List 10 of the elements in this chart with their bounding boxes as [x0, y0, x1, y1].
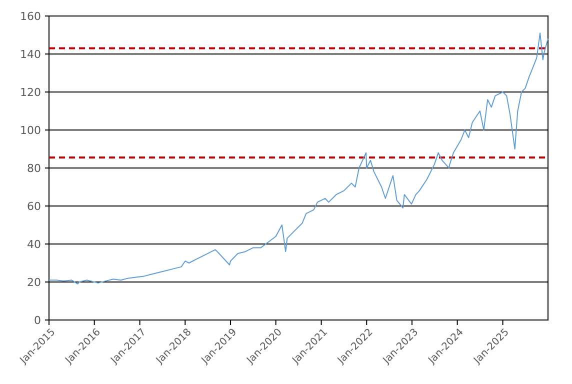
y-tick-label: 40	[27, 238, 41, 251]
y-tick-label: 140	[20, 48, 41, 61]
y-tick-label: 20	[27, 276, 41, 289]
y-tick-label: 100	[20, 124, 41, 137]
y-tick-label: 160	[20, 10, 41, 23]
y-tick-label: 0	[34, 314, 41, 327]
y-tick-label: 60	[27, 200, 41, 213]
y-tick-label: 120	[20, 86, 41, 99]
line-series	[48, 32, 548, 284]
y-tick-label: 80	[27, 162, 41, 175]
